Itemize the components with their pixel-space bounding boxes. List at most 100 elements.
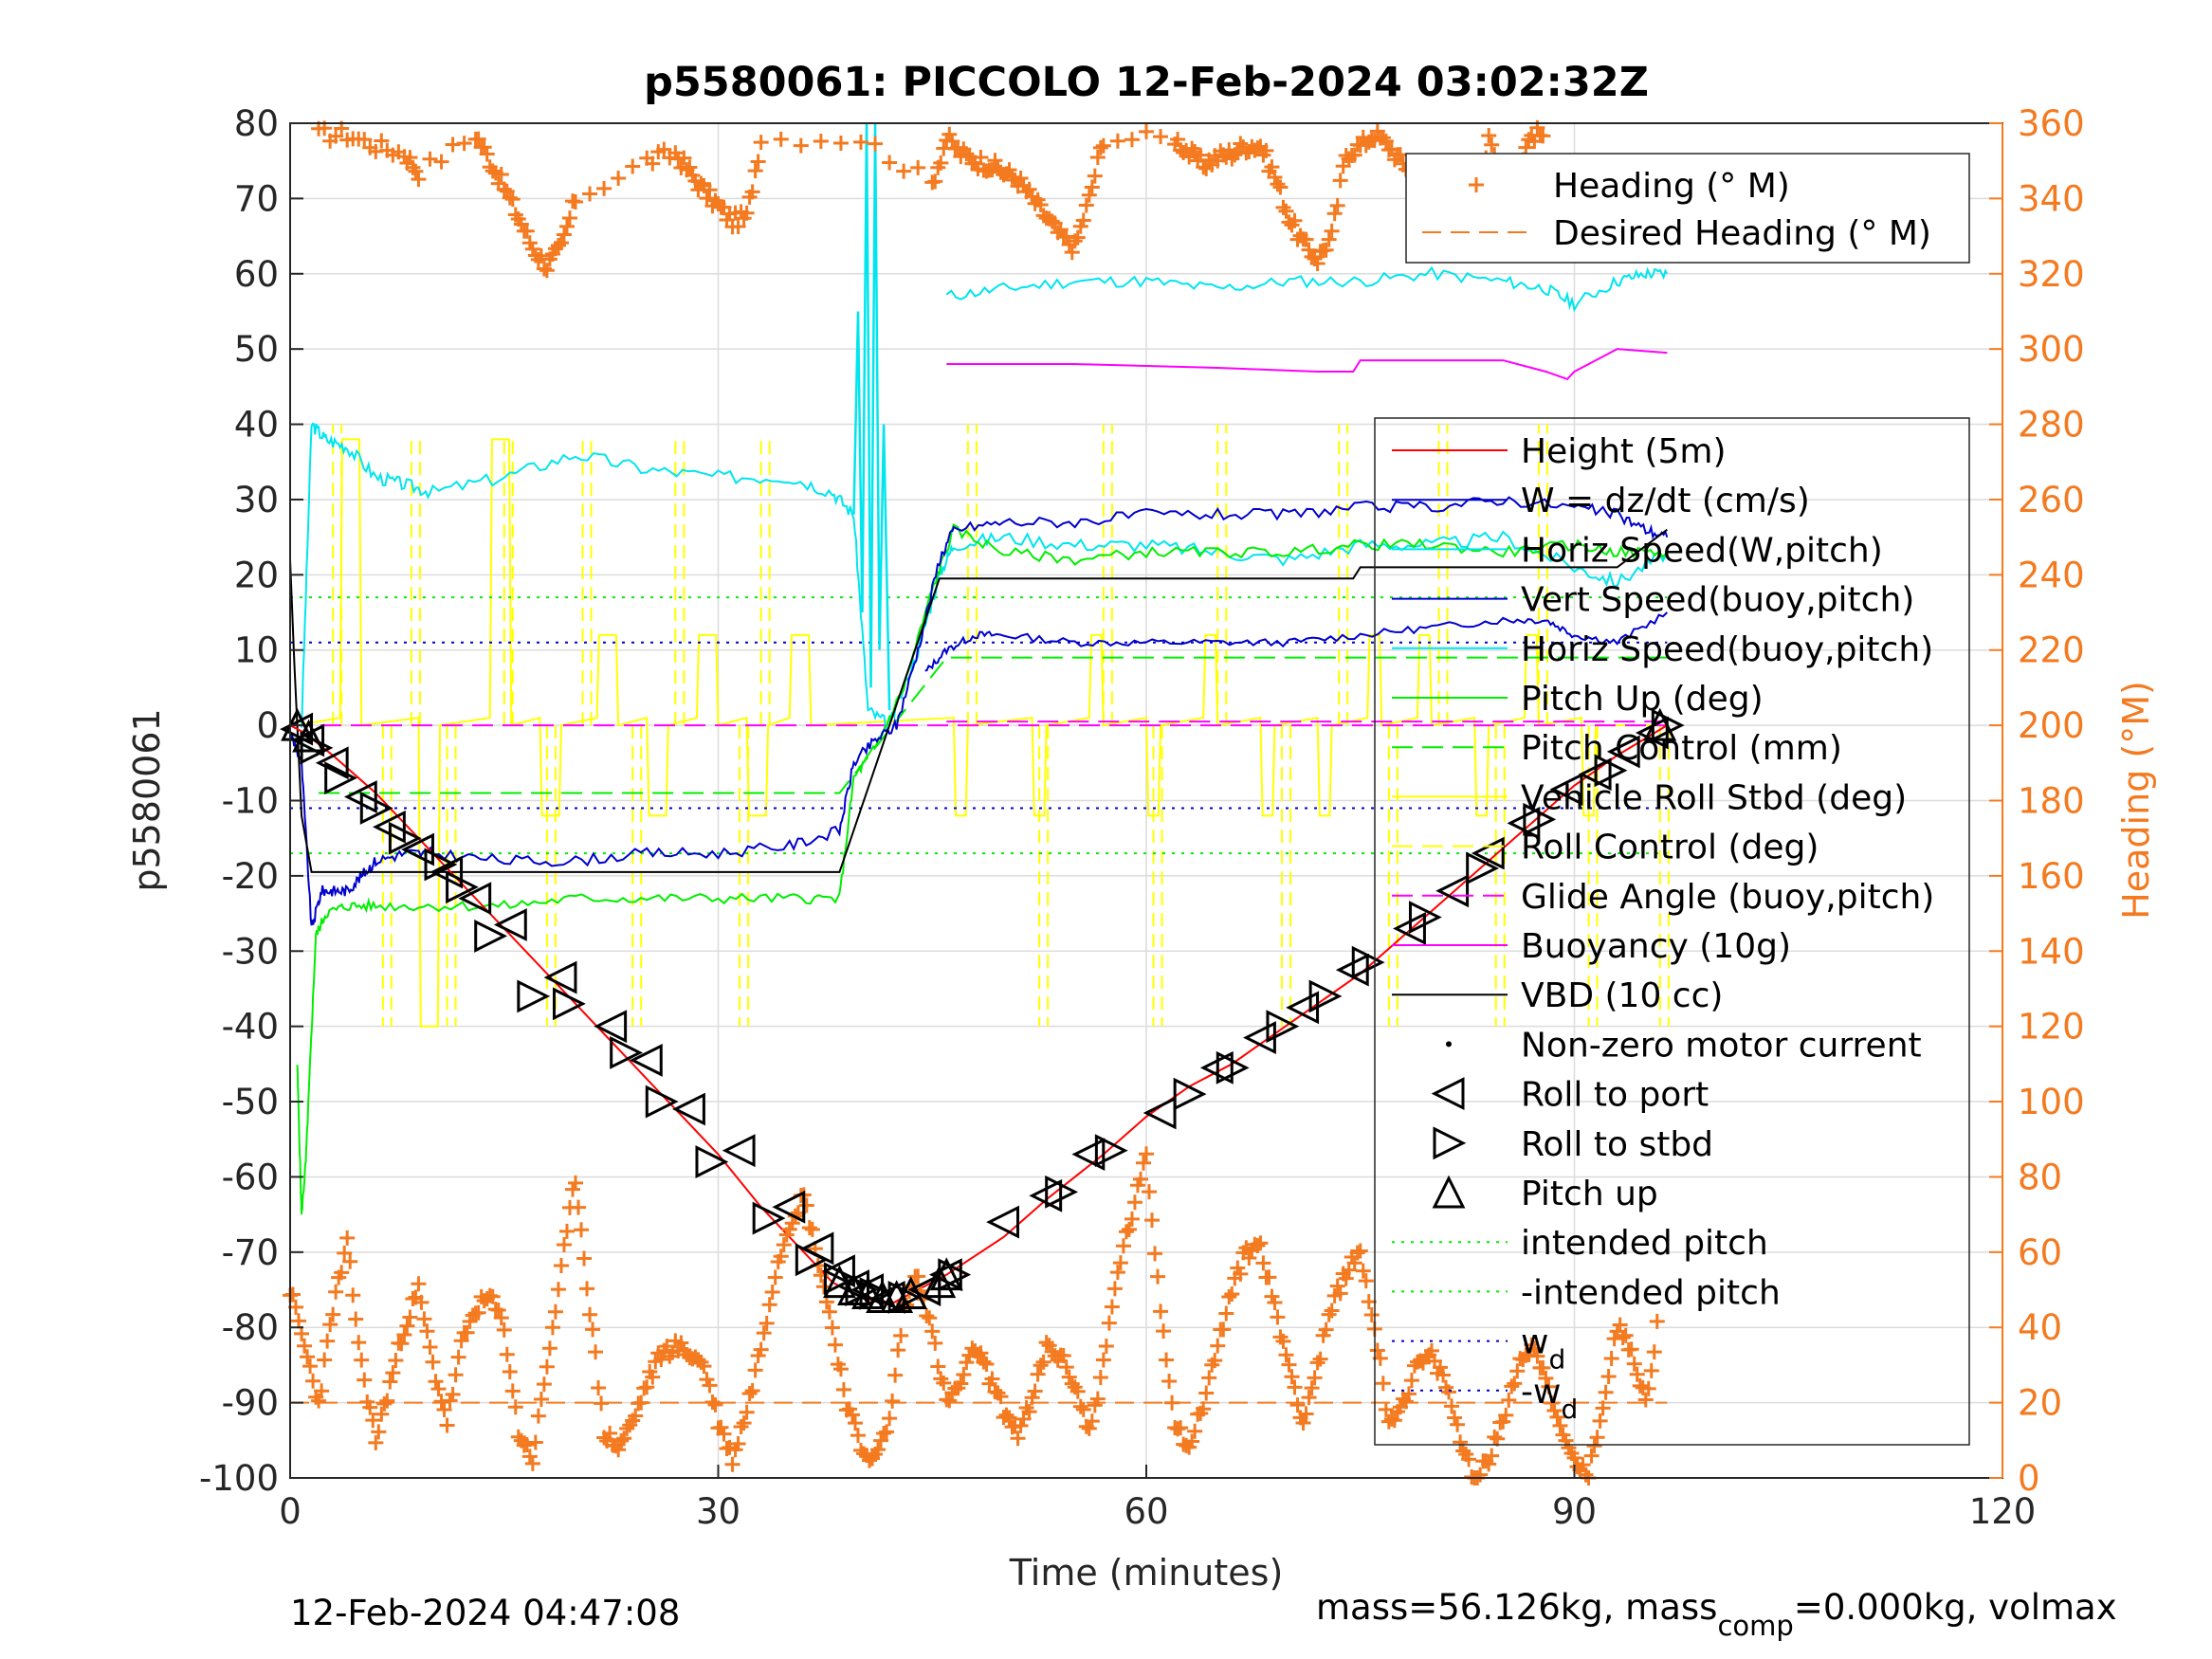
legend-main: Height (5m) W = dz/dt (cm/s) Horiz Speed(W… [1374, 417, 1970, 1446]
series-cyan-spike [852, 122, 891, 711]
pitch-up-marker [837, 1272, 870, 1306]
heading-marker [1583, 1448, 1600, 1464]
heading-marker [753, 1341, 769, 1358]
heading-marker [521, 1449, 538, 1465]
roll-to-stbd-marker [517, 979, 551, 1013]
roll-to-stbd-marker [1466, 851, 1500, 885]
heading-marker [1139, 1146, 1154, 1162]
heading-marker [1267, 1295, 1283, 1311]
heading-marker [984, 1371, 1000, 1387]
heading-marker [450, 1349, 466, 1365]
heading-marker [530, 1408, 546, 1424]
heading-marker [325, 1306, 341, 1322]
roll-to-stbd-marker [324, 761, 358, 795]
roll-to-port-marker [594, 1010, 628, 1044]
heading-marker [1304, 1380, 1320, 1396]
roll-to-stbd-marker [552, 987, 586, 1021]
roll-to-port-marker [1606, 735, 1640, 769]
heading-marker [1538, 1370, 1554, 1386]
heading-marker [1484, 137, 1500, 153]
legend-marker-sample [1433, 1126, 1467, 1160]
heading-marker [1278, 203, 1294, 219]
roll-to-stbd-marker [823, 1262, 857, 1296]
heading-marker [987, 153, 1003, 169]
heading-marker [756, 1325, 772, 1341]
heading-marker [348, 1311, 364, 1327]
heading-marker [1233, 1266, 1249, 1282]
y-tick-label: -80 [222, 1307, 279, 1348]
heading-marker [1001, 1410, 1017, 1426]
heading-marker [1075, 1401, 1091, 1417]
heading-marker [1321, 231, 1337, 247]
heading-marker [959, 1355, 975, 1371]
heading-marker [311, 1393, 327, 1409]
heading-marker [297, 1338, 313, 1354]
heading-marker [1153, 1304, 1169, 1320]
heading-marker [1173, 1420, 1189, 1436]
heading-marker [1398, 1394, 1414, 1410]
roll-to-stbd-marker [1351, 945, 1385, 979]
heading-marker [1575, 1457, 1591, 1473]
mass-sub: comp [1717, 1610, 1793, 1642]
y2-tick-label: 220 [2018, 630, 2085, 671]
heading-marker [1081, 1420, 1097, 1436]
roll-to-port-marker [493, 908, 527, 941]
heading-marker [1264, 159, 1280, 175]
heading-marker [519, 223, 535, 239]
y2-tick-label: 340 [2018, 178, 2085, 219]
legend-main-label: Non-zero motor current [1521, 1026, 1922, 1065]
heading-marker [553, 235, 569, 251]
heading-marker [890, 1342, 906, 1358]
heading-marker [873, 1432, 889, 1449]
heading-marker [1332, 1285, 1348, 1302]
legend-main-label: Glide Angle (buoy,pitch) [1521, 878, 1934, 917]
heading-marker [1118, 1224, 1134, 1240]
heading-marker [1441, 1384, 1457, 1400]
heading-marker [1132, 1171, 1148, 1187]
x-tick-label: 30 [696, 1491, 740, 1532]
y-tick-label: 50 [234, 329, 279, 370]
roll-to-stbd-marker [1523, 802, 1557, 836]
heading-marker [1326, 206, 1343, 222]
heading-marker [579, 1281, 595, 1297]
roll-to-port-marker [1435, 874, 1470, 908]
heading-marker [1484, 1448, 1500, 1464]
legend-main-label: Pitch Control (mm) [1521, 729, 1842, 768]
heading-marker [1069, 1383, 1086, 1399]
heading-marker [832, 1361, 849, 1377]
heading-marker [1549, 1409, 1565, 1425]
heading-marker [356, 132, 373, 148]
heading-marker [1216, 1322, 1232, 1338]
heading-marker [1589, 1430, 1605, 1446]
roll-to-stbd-marker [1408, 901, 1442, 934]
y-tick-label: 10 [234, 630, 279, 671]
heading-marker [1098, 1338, 1114, 1354]
heading-marker [374, 133, 390, 149]
heading-marker [761, 1297, 777, 1313]
heading-marker [291, 1313, 307, 1329]
y-tick-label: 30 [234, 480, 279, 520]
heading-marker [879, 1424, 895, 1440]
heading-marker [1075, 212, 1091, 228]
roll-to-stbd-marker [1216, 1050, 1250, 1085]
heading-marker [910, 1268, 926, 1285]
heading-marker [885, 1393, 901, 1409]
heading-marker [328, 128, 344, 144]
roll-to-stbd-marker [645, 1085, 679, 1119]
heading-marker [479, 146, 495, 162]
legend-main-box [1374, 417, 1970, 1446]
heading-marker [699, 191, 715, 207]
heading-marker [696, 1358, 712, 1375]
heading-marker [422, 151, 438, 167]
legend-main-label: W = dz/dt (cm/s) [1521, 482, 1810, 520]
heading-marker [322, 1317, 338, 1333]
heading-marker [1284, 1369, 1300, 1385]
heading-marker [1112, 1255, 1128, 1271]
x-tick-label: 120 [1969, 1491, 2037, 1532]
series-cyan-top [945, 265, 1669, 313]
roll-to-port-marker [986, 1205, 1019, 1239]
heading-marker [1058, 1359, 1074, 1376]
roll-to-stbd-marker [1094, 1134, 1128, 1168]
roll-to-stbd-marker [474, 919, 508, 953]
marker-layer [280, 707, 1685, 1314]
